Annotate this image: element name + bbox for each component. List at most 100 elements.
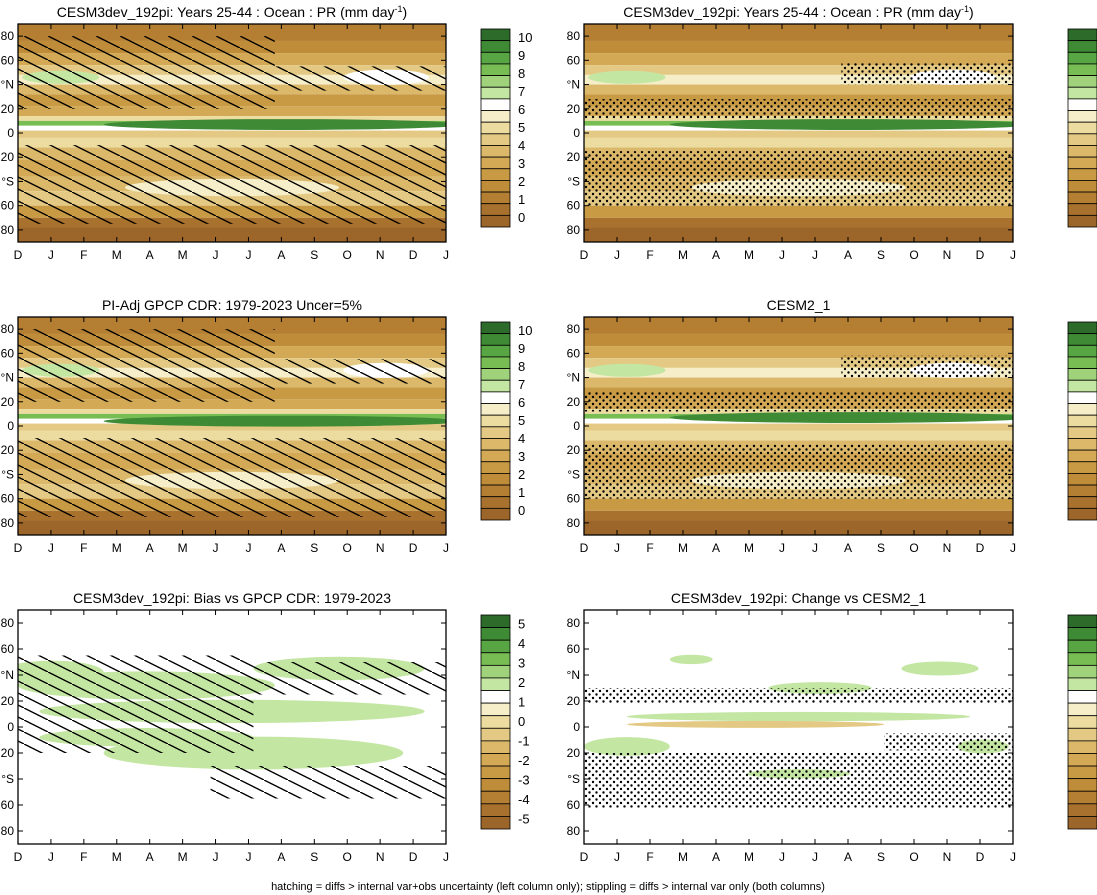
x-tick-label: F	[80, 850, 87, 864]
colorbar-box	[1067, 507, 1097, 521]
colorbar-box	[1067, 664, 1097, 679]
colorbar-box	[1067, 426, 1097, 439]
y-tick-label: 80	[567, 29, 581, 43]
colorbar-box	[480, 652, 511, 666]
x-tick-label: A	[277, 850, 285, 864]
x-tick-label: N	[943, 541, 952, 555]
colorbar-box	[1067, 214, 1097, 228]
cell-itcz	[103, 119, 446, 130]
chart-title-close: )	[969, 4, 974, 20]
x-tick-label: J	[213, 541, 219, 555]
y-tick-label: 20	[567, 150, 581, 164]
chart-panel-3: PI-Adj GPCP CDR: 1979-2023 Uncer=5%8060°…	[1, 297, 533, 555]
cell-band	[584, 377, 1013, 388]
colorbar-box	[1067, 191, 1097, 205]
colorbar-box	[1067, 702, 1097, 717]
x-tick-label: J	[443, 850, 449, 864]
x-tick-label: D	[580, 850, 589, 864]
colorbar-label: -4	[518, 792, 530, 807]
stipple-region	[841, 355, 1013, 378]
colorbar-box	[1067, 449, 1097, 463]
colorbar-label: 10	[518, 323, 532, 338]
y-tick-label: 20	[567, 443, 581, 457]
y-tick-label: 20	[1, 102, 15, 116]
cell-band	[18, 430, 446, 441]
cell-band	[584, 430, 1013, 441]
colorbar-box	[480, 727, 511, 742]
colorbar-box	[480, 484, 511, 498]
colorbar-label: 5	[518, 617, 525, 632]
colorbar-box	[1067, 614, 1097, 628]
cell-band	[584, 367, 1013, 378]
x-tick-label: O	[343, 850, 352, 864]
hatch-region	[274, 66, 446, 91]
colorbar-label: 6	[518, 395, 525, 410]
y-tick-label: 0	[573, 126, 580, 140]
colorbar-label: 4	[518, 636, 525, 651]
x-tick-label: A	[712, 850, 720, 864]
chart-title-main: CESM3dev_192pi: Bias vs GPCP CDR: 1979-2…	[73, 590, 391, 606]
cell-band	[18, 520, 446, 535]
colorbar-box	[1067, 652, 1097, 666]
cell-anomaly	[584, 737, 670, 756]
x-tick-label: A	[146, 541, 154, 555]
cell-band	[18, 116, 446, 121]
colorbar-box	[480, 121, 511, 135]
colorbar-box	[480, 461, 511, 474]
x-tick-label: J	[48, 850, 54, 864]
stipple-region	[584, 444, 1013, 499]
colorbar-box	[1067, 803, 1097, 817]
chart-title: CESM3dev_192pi: Change vs CESM2_1	[671, 590, 926, 606]
colorbar-label: -2	[518, 753, 530, 768]
x-tick-label: S	[877, 248, 885, 262]
x-tick-label: A	[844, 248, 852, 262]
chart-title-main: CESM3dev_192pi: Years 25-44 : Ocean : PR…	[57, 4, 395, 20]
colorbar-box	[1067, 51, 1097, 65]
colorbar-box	[480, 403, 511, 416]
colorbar-label: -3	[518, 772, 530, 787]
x-tick-label: M	[178, 248, 188, 262]
x-tick-label: O	[343, 248, 352, 262]
y-tick-label: °S	[567, 772, 580, 786]
colorbar-label: 3	[518, 656, 525, 671]
x-tick-label: D	[976, 850, 985, 864]
y-tick-label: 0	[7, 419, 14, 433]
y-tick-label: 20	[567, 395, 581, 409]
cell-band	[18, 409, 446, 414]
colorbar-box	[480, 639, 511, 654]
chart-title-main: CESM3dev_192pi: Change vs CESM2_1	[671, 590, 926, 606]
x-tick-label: M	[678, 248, 688, 262]
colorbar-label: 4	[518, 138, 525, 153]
x-tick-label: O	[909, 248, 918, 262]
y-tick-label: 60	[567, 492, 581, 506]
colorbar-box	[1067, 461, 1097, 474]
cell-band	[584, 227, 1013, 242]
colorbar-label: 6	[518, 102, 525, 117]
chart-title-sup: -1	[961, 4, 969, 14]
y-tick-label: 60	[1, 798, 15, 812]
colorbar-box	[1067, 639, 1097, 654]
x-tick-label: D	[409, 248, 418, 262]
y-tick-label: 0	[7, 720, 14, 734]
colorbar-box	[480, 368, 511, 381]
cell-anomaly-dry	[626, 720, 885, 728]
y-tick-label: 60	[1, 199, 15, 213]
chart-panel-4: CESM2_18060°N20020°S6080DJFMAMJJASONDJ10…	[567, 297, 1097, 555]
y-tick-label: 80	[1, 824, 15, 838]
cell-band	[18, 423, 446, 431]
cell-band	[584, 74, 1013, 85]
x-tick-label: J	[614, 248, 620, 262]
colorbar-box	[1067, 356, 1097, 369]
y-tick-label: 20	[1, 746, 15, 760]
x-tick-label: O	[909, 850, 918, 864]
colorbar-box	[480, 614, 511, 628]
y-tick-label: 60	[567, 642, 581, 656]
colorbar-box	[1067, 473, 1097, 486]
cell-band	[584, 53, 1013, 66]
colorbar-box	[1067, 344, 1097, 358]
cell-anomaly	[626, 711, 971, 722]
x-tick-label: M	[112, 541, 122, 555]
colorbar-box	[480, 203, 511, 216]
x-tick-label: J	[213, 850, 219, 864]
plot-area	[584, 24, 1013, 242]
